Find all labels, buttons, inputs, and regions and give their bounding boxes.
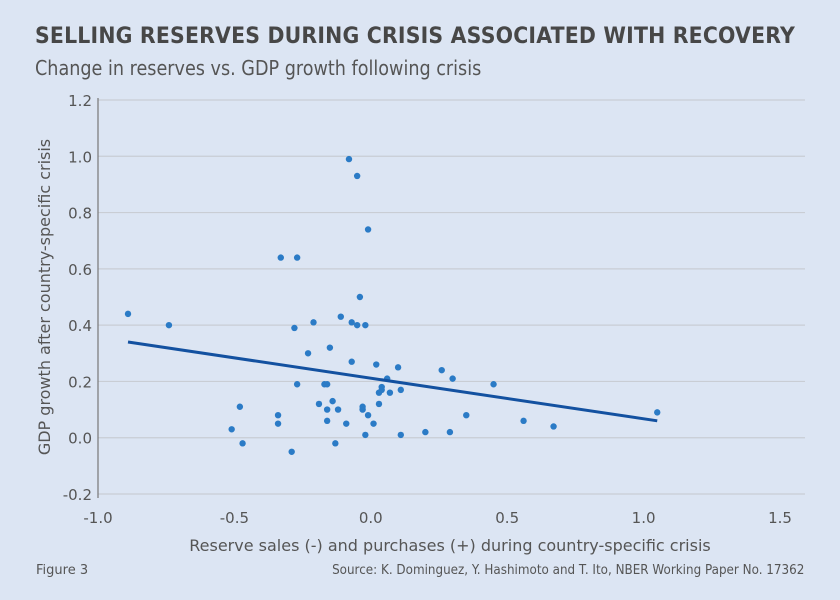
data-point <box>422 428 429 436</box>
data-point <box>375 400 383 408</box>
data-point <box>362 431 369 439</box>
data-point <box>348 319 355 326</box>
x-tick-label: 1.0 <box>632 509 656 527</box>
data-point <box>359 406 366 413</box>
data-point <box>239 440 246 447</box>
data-point <box>329 397 336 405</box>
data-point <box>326 344 334 351</box>
data-point <box>397 431 405 439</box>
data-point <box>386 389 394 396</box>
data-point <box>438 366 445 374</box>
data-point <box>274 412 282 419</box>
data-point <box>343 420 350 427</box>
data-point <box>397 386 405 394</box>
chart-title: SELLING RESERVES DURING CRISIS ASSOCIATE… <box>35 24 796 49</box>
data-point <box>490 381 497 388</box>
x-tick-label: 1.5 <box>768 509 792 527</box>
data-point <box>550 423 557 430</box>
data-point <box>310 319 317 326</box>
data-point <box>463 412 470 419</box>
data-point <box>449 375 456 382</box>
y-tick-labels: -0.2 0.0 0.2 0.4 0.6 0.8 1.0 1.2 <box>63 92 92 504</box>
x-tick-label: 0.0 <box>359 509 383 527</box>
data-point <box>291 324 298 332</box>
data-point <box>337 313 344 320</box>
data-point <box>288 448 295 455</box>
data-points <box>124 155 661 455</box>
data-point <box>345 155 353 163</box>
data-point <box>348 358 355 365</box>
x-tick-label: -1.0 <box>83 509 112 527</box>
data-point <box>323 381 331 388</box>
data-point <box>332 440 339 447</box>
figure-label: Figure 3 <box>36 563 89 578</box>
source-note: Source: K. Dominguez, Y. Hashimoto and T… <box>331 563 804 578</box>
chart-subtitle: Change in reserves vs. GDP growth follow… <box>35 56 482 80</box>
data-point <box>323 417 331 425</box>
data-point <box>236 403 244 410</box>
data-point <box>334 406 342 413</box>
data-point <box>364 226 372 233</box>
data-point <box>124 310 132 318</box>
data-point <box>274 420 282 427</box>
x-tick-label: -0.5 <box>220 509 249 527</box>
data-point <box>165 321 173 329</box>
data-point <box>315 400 323 408</box>
data-point <box>356 293 364 301</box>
data-point <box>370 420 377 427</box>
trendline <box>127 340 658 423</box>
y-tick-label: 0.0 <box>68 430 92 448</box>
y-tick-label: 0.2 <box>68 373 92 391</box>
gridlines <box>98 99 805 495</box>
y-tick-label: 1.2 <box>68 92 92 110</box>
data-point <box>277 254 284 261</box>
data-point <box>323 406 331 413</box>
x-tick-label: 0.5 <box>495 509 519 527</box>
data-point <box>304 350 312 357</box>
data-point <box>394 364 402 371</box>
data-point <box>353 172 361 180</box>
y-axis-label: GDP growth after country-specific crisis <box>35 139 54 455</box>
data-point <box>228 426 235 433</box>
data-point <box>293 254 301 261</box>
y-tick-label: 0.4 <box>68 317 92 335</box>
data-point <box>654 409 661 416</box>
data-point <box>446 428 454 436</box>
data-point <box>378 386 385 394</box>
y-tick-label: 1.0 <box>68 148 92 166</box>
data-point <box>353 321 361 329</box>
data-point <box>362 321 369 329</box>
x-tick-labels: -1.0 -0.5 0.0 0.5 1.0 1.5 <box>83 509 792 527</box>
y-tick-label: 0.6 <box>68 261 92 279</box>
x-axis-label: Reserve sales (-) and purchases (+) duri… <box>189 536 710 555</box>
data-point <box>373 361 380 368</box>
data-point <box>293 381 301 388</box>
data-point <box>364 412 372 419</box>
y-tick-label: 0.8 <box>68 205 92 223</box>
data-point <box>520 417 527 425</box>
y-tick-label: -0.2 <box>63 486 92 504</box>
